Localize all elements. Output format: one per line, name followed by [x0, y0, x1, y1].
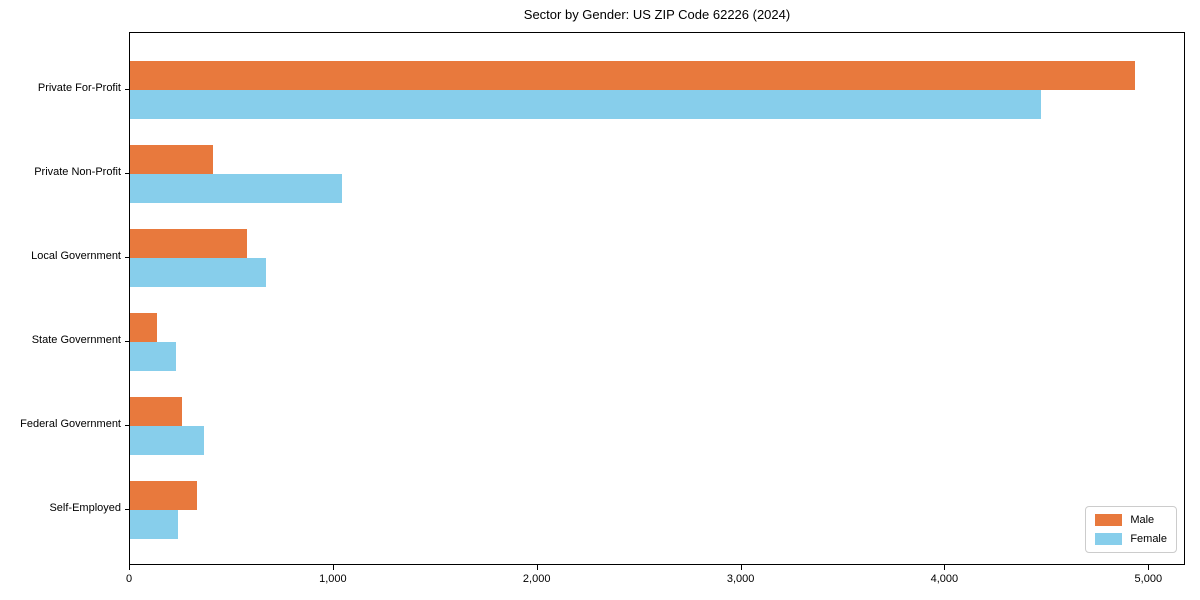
y-tick-label: Private For-Profit	[37, 82, 121, 94]
bar-male-6	[130, 481, 198, 510]
legend-entry-male: Male	[1095, 514, 1167, 526]
legend-swatch-male	[1095, 514, 1123, 526]
y-tick-mark	[125, 425, 130, 426]
plot-area: Male Female	[125, 32, 1185, 565]
bar-male-2	[130, 145, 213, 174]
x-tick-label: 4,000	[930, 573, 959, 585]
bar-male-1	[130, 61, 1135, 90]
y-tick-label: Self-Employed	[49, 502, 121, 514]
bar-female-6	[130, 510, 178, 539]
y-tick-mark	[125, 509, 130, 510]
y-tick-mark	[125, 341, 130, 342]
bar-female-1	[130, 90, 1042, 119]
x-tick-mark	[944, 565, 946, 570]
bar-male-5	[130, 397, 182, 426]
bar-male-4	[130, 313, 157, 342]
y-tick-mark	[125, 89, 130, 90]
y-tick-mark	[125, 173, 130, 174]
x-tick-label: 2,000	[522, 573, 551, 585]
x-tick-label: 3,000	[726, 573, 755, 585]
bar-female-2	[130, 174, 342, 203]
x-tick-mark	[536, 565, 538, 570]
legend: Male Female	[1085, 506, 1177, 553]
y-tick-label: Private Non-Profit	[34, 166, 121, 178]
bar-male-3	[130, 229, 248, 258]
bar-female-5	[130, 426, 205, 455]
x-tick-label: 1,000	[319, 573, 347, 585]
bar-female-4	[130, 342, 176, 371]
y-tick-label: Federal Government	[20, 418, 121, 430]
x-tick-label: 0	[125, 573, 133, 585]
x-tick-mark	[1148, 565, 1150, 570]
y-tick-label: Local Government	[31, 250, 121, 262]
bar-female-3	[130, 258, 266, 287]
x-tick-label: 5,000	[1134, 573, 1163, 585]
y-tick-mark	[125, 257, 130, 258]
chart-title: Sector by Gender: US ZIP Code 62226 (202…	[523, 7, 791, 22]
legend-label: Female	[1130, 533, 1167, 545]
legend-swatch-female	[1095, 533, 1123, 545]
y-tick-label: State Government	[31, 334, 121, 346]
legend-entry-female: Female	[1095, 533, 1167, 545]
legend-label: Male	[1130, 514, 1155, 526]
x-tick-mark	[332, 565, 334, 570]
x-tick-mark	[129, 565, 130, 570]
x-tick-mark	[740, 565, 742, 570]
